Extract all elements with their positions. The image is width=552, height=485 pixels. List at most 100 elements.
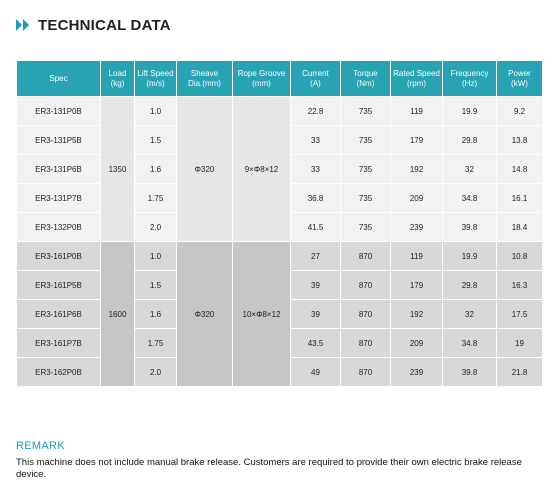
lift-speed-cell: 2.0 — [134, 212, 177, 242]
spec-cell: ER3-131P5B — [16, 125, 101, 155]
torque-cell: 870 — [340, 270, 391, 300]
rope-groove-cell: 10×Φ8×12 — [232, 241, 291, 387]
power-cell: 14.8 — [496, 154, 543, 184]
spec-cell: ER3-161P0B — [16, 241, 101, 271]
rated-speed-cell: 192 — [390, 299, 443, 329]
frequency-cell: 29.8 — [442, 125, 497, 155]
spec-cell: ER3-161P6B — [16, 299, 101, 329]
spec-cell: ER3-131P6B — [16, 154, 101, 184]
table-row: ER3-131P5B 1.5 33 735 179 29.8 13.8 — [16, 125, 543, 155]
column-header: Frequency (Hz) — [442, 60, 497, 97]
power-cell: 17.5 — [496, 299, 543, 329]
frequency-cell: 32 — [442, 154, 497, 184]
torque-cell: 870 — [340, 328, 391, 358]
current-cell: 41.5 — [290, 212, 341, 242]
power-cell: 13.8 — [496, 125, 543, 155]
torque-cell: 735 — [340, 125, 391, 155]
section-header: TECHNICAL DATA — [16, 14, 171, 36]
current-cell: 39 — [290, 299, 341, 329]
lift-speed-cell: 1.6 — [134, 299, 177, 329]
rated-speed-cell: 239 — [390, 212, 443, 242]
current-cell: 27 — [290, 241, 341, 271]
column-header: Sheave Dia.(mm) — [176, 60, 233, 97]
rated-speed-cell: 192 — [390, 154, 443, 184]
spec-cell: ER3-161P5B — [16, 270, 101, 300]
table-row: ER3-161P5B 1.5 39 870 179 29.8 16.3 — [16, 270, 543, 300]
table-row: ER3-161P0B 1600 1.0 Φ320 10×Φ8×12 27 870 119 19.… — [16, 241, 543, 387]
current-cell: 43.5 — [290, 328, 341, 358]
lift-speed-cell: 1.0 — [134, 96, 177, 126]
table-row: ER3-162P0B 2.0 49 870 239 39.8 21.8 — [16, 357, 543, 387]
table-row: ER3-161P7B 1.75 43.5 870 209 34.8 19 — [16, 328, 543, 358]
torque-cell: 870 — [340, 357, 391, 387]
lift-speed-cell: 1.6 — [134, 154, 177, 184]
remark-title: REMARK — [16, 440, 65, 452]
load-cell: 1600 — [100, 241, 135, 387]
torque-cell: 870 — [340, 241, 391, 271]
table-row: ER3-131P7B 1.75 36.8 735 209 34.8 16.1 — [16, 183, 543, 213]
power-cell: 9.2 — [496, 96, 543, 126]
remark-text: This machine does not include manual bra… — [16, 457, 522, 480]
table-row: ER3-131P6B 1.6 33 735 192 32 14.8 — [16, 154, 543, 184]
power-cell: 19 — [496, 328, 543, 358]
torque-cell: 870 — [340, 299, 391, 329]
power-cell: 18.4 — [496, 212, 543, 242]
spec-cell: ER3-162P0B — [16, 357, 101, 387]
power-cell: 16.3 — [496, 270, 543, 300]
current-cell: 33 — [290, 125, 341, 155]
current-cell: 49 — [290, 357, 341, 387]
rated-speed-cell: 119 — [390, 241, 443, 271]
frequency-cell: 34.8 — [442, 328, 497, 358]
page-title: TECHNICAL DATA — [38, 16, 171, 34]
column-header: Lift Speed (m/s) — [134, 60, 177, 97]
column-header: Current (A) — [290, 60, 341, 97]
frequency-cell: 29.8 — [442, 270, 497, 300]
lift-speed-cell: 1.0 — [134, 241, 177, 271]
sheave-cell: Φ320 — [176, 96, 233, 242]
lift-speed-cell: 1.5 — [134, 125, 177, 155]
column-header: Rope Groove (mm) — [232, 60, 291, 97]
lift-speed-cell: 2.0 — [134, 357, 177, 387]
torque-cell: 735 — [340, 154, 391, 184]
load-cell: 1350 — [100, 96, 135, 242]
current-cell: 22.8 — [290, 96, 341, 126]
torque-cell: 735 — [340, 183, 391, 213]
table-row: ER3-131P0B 1350 1.0 Φ320 9×Φ8×12 22.8 735 119 19… — [16, 96, 543, 242]
rated-speed-cell: 239 — [390, 357, 443, 387]
power-cell: 10.8 — [496, 241, 543, 271]
rated-speed-cell: 179 — [390, 270, 443, 300]
rated-speed-cell: 179 — [390, 125, 443, 155]
technical-data-table: Spec Load (kg) Lift Speed (m/s) Sheave Dia.(mm… — [16, 60, 543, 387]
rated-speed-cell: 209 — [390, 183, 443, 213]
table-row: ER3-132P0B 2.0 41.5 735 239 39.8 18.4 — [16, 212, 543, 242]
rated-speed-cell: 209 — [390, 328, 443, 358]
spec-cell: ER3-131P0B — [16, 96, 101, 126]
table-body: ER3-131P0B 1350 1.0 Φ320 9×Φ8×12 22.8 735 119 19… — [16, 96, 543, 387]
column-header: Load (kg) — [100, 60, 135, 97]
lift-speed-cell: 1.75 — [134, 183, 177, 213]
frequency-cell: 32 — [442, 299, 497, 329]
frequency-cell: 19.9 — [442, 241, 497, 271]
double-chevron-icon — [16, 19, 30, 31]
spec-cell: ER3-131P7B — [16, 183, 101, 213]
lift-speed-cell: 1.5 — [134, 270, 177, 300]
torque-cell: 735 — [340, 212, 391, 242]
frequency-cell: 34.8 — [442, 183, 497, 213]
frequency-cell: 39.8 — [442, 212, 497, 242]
current-cell: 39 — [290, 270, 341, 300]
power-cell: 21.8 — [496, 357, 543, 387]
rope-groove-cell: 9×Φ8×12 — [232, 96, 291, 242]
lift-speed-cell: 1.75 — [134, 328, 177, 358]
frequency-cell: 19.9 — [442, 96, 497, 126]
column-header: Rated Speed (rpm) — [390, 60, 443, 97]
spec-cell: ER3-161P7B — [16, 328, 101, 358]
current-cell: 36.8 — [290, 183, 341, 213]
power-cell: 16.1 — [496, 183, 543, 213]
column-header: Power (kW) — [496, 60, 543, 97]
rated-speed-cell: 119 — [390, 96, 443, 126]
current-cell: 33 — [290, 154, 341, 184]
frequency-cell: 39.8 — [442, 357, 497, 387]
spec-cell: ER3-132P0B — [16, 212, 101, 242]
torque-cell: 735 — [340, 96, 391, 126]
table-header-row: Spec Load (kg) Lift Speed (m/s) Sheave Dia.(mm… — [16, 60, 543, 97]
